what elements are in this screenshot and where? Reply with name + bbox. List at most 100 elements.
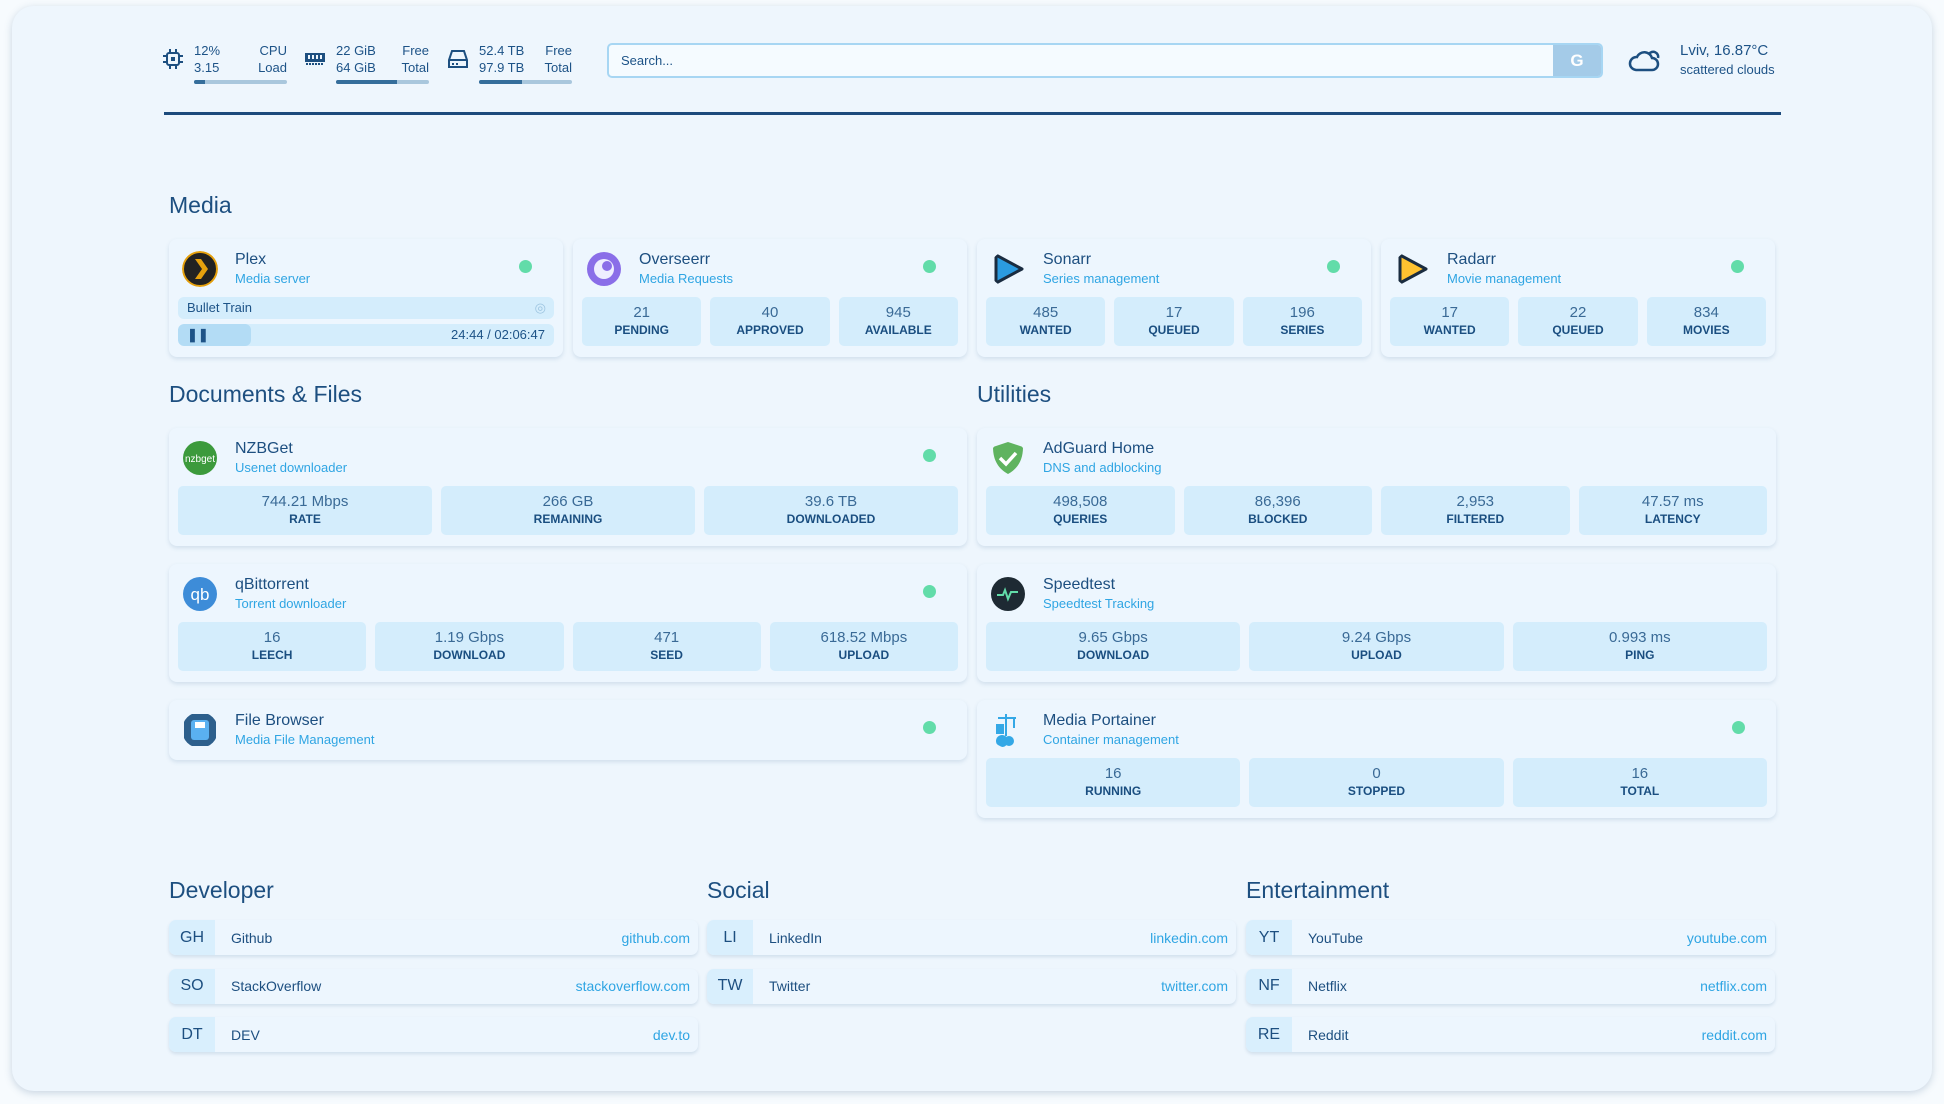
bookmark-abbr: DT [169, 1017, 215, 1052]
stat-value: 266 GB [542, 493, 594, 510]
bookmark-youtube[interactable]: YT YouTube youtube.com [1246, 920, 1775, 955]
service-subtitle: Media File Management [235, 732, 375, 747]
bookmark-github[interactable]: GH Github github.com [169, 920, 698, 955]
playback-time: 24:44 / 02:06:47 [451, 327, 545, 342]
service-card-nzbget[interactable]: nzbget NZBGet Usenet downloader 744.21 Mbps… [169, 428, 967, 546]
bookmark-name: StackOverflow [231, 978, 322, 994]
portainer-icon [996, 714, 1016, 747]
service-card-qbittorrent[interactable]: qb qBittorrent Torrent downloader 16 LEECH 1.… [169, 564, 967, 682]
stat-block: 0 STOPPED [1249, 758, 1504, 807]
status-dot [923, 449, 936, 462]
stat-value: 9.65 Gbps [1078, 629, 1148, 646]
filebrowser-icon [184, 714, 216, 746]
status-dot [1732, 721, 1745, 734]
bookmark-twitter[interactable]: TW Twitter twitter.com [707, 968, 1236, 1004]
bookmark-name: Reddit [1308, 1026, 1349, 1043]
bookmark-url[interactable]: twitter.com [1161, 978, 1228, 994]
status-dot [923, 585, 936, 598]
stat-block: 21 PENDING [582, 297, 702, 346]
svg-text:qb: qb [191, 585, 210, 604]
svg-text:nzbget: nzbget [185, 454, 215, 465]
search-input[interactable] [609, 45, 1553, 76]
stat-label: SEED [650, 648, 683, 662]
stat-label: QUERIES [1053, 512, 1108, 526]
header-divider [164, 112, 1781, 115]
google-search-button[interactable]: G [1553, 45, 1601, 76]
bookmark-url[interactable]: dev.to [652, 1026, 690, 1043]
memory-bar [336, 80, 429, 84]
bookmark-dev[interactable]: DT DEV dev.to [169, 1017, 698, 1052]
service-subtitle: Movie management [1447, 271, 1562, 286]
bookmark-netflix[interactable]: NF Netflix netflix.com [1246, 968, 1775, 1004]
cpu-icon [163, 49, 183, 69]
stat-value: 0.993 ms [1608, 629, 1671, 646]
stat-label: PENDING [614, 323, 669, 337]
service-card-radarr[interactable]: Radarr Movie management 17 WANTED 22 QUEUED 83… [1381, 239, 1775, 357]
status-dot [1327, 260, 1340, 273]
playback-progress: ❚❚ 24:44 / 02:06:47 [178, 324, 554, 346]
cpu-label: CPU [259, 43, 287, 58]
service-title: AdGuard Home [1043, 440, 1155, 457]
stat-block: 618.52 Mbps UPLOAD [769, 622, 958, 671]
section-title-media: Media [169, 192, 232, 218]
section-title-entertainment: Entertainment [1246, 877, 1390, 903]
service-card-overseerr[interactable]: Overseerr Media Requests 21 PENDING 40 APPROV… [573, 239, 967, 357]
bookmark-linkedin[interactable]: LI LinkedIn linkedin.com [707, 920, 1236, 955]
bookmark-url[interactable]: stackoverflow.com [575, 978, 690, 994]
stat-value: 485 [1033, 304, 1059, 321]
bookmark-stackoverflow[interactable]: SO StackOverflow stackoverflow.com [169, 968, 698, 1004]
sonarr-icon [994, 253, 1024, 285]
stat-label: PING [1625, 648, 1655, 662]
stat-label: QUEUED [1148, 323, 1200, 337]
bookmark-name: DEV [231, 1026, 260, 1043]
bookmark-abbr: GH [169, 920, 215, 955]
now-playing-title: Bullet Train [187, 300, 253, 315]
stat-value: 16 [1631, 765, 1649, 782]
service-card-speedtest[interactable]: Speedtest Speedtest Tracking 9.65 Gbps DOWN… [977, 564, 1776, 682]
service-title: Radarr [1447, 251, 1496, 268]
stat-value: 0 [1372, 765, 1381, 782]
stat-label: DOWNLOAD [433, 648, 506, 662]
stat-block: 47.57 ms LATENCY [1578, 486, 1767, 535]
stat-block: 744.21 Mbps RATE [178, 486, 432, 535]
service-card-plex[interactable]: Plex Media server Bullet Train ◎ ❚❚ 24:44 … [169, 239, 563, 357]
bookmark-url[interactable]: github.com [621, 929, 690, 946]
memory-free: 22 GiB [336, 43, 376, 58]
stat-value: 618.52 Mbps [820, 629, 908, 646]
service-card-file-browser[interactable]: File Browser Media File Management [169, 700, 967, 760]
service-subtitle: Torrent downloader [235, 596, 347, 611]
stats-row: 16 LEECH 1.19 Gbps DOWNLOAD 471 SEED 618.52 Mb… [178, 622, 958, 671]
bookmark-reddit[interactable]: RE Reddit reddit.com [1246, 1017, 1775, 1052]
service-card-sonarr[interactable]: Sonarr Series management 485 WANTED 17 QUEUED… [977, 239, 1371, 357]
stat-block: 471 SEED [572, 622, 761, 671]
bookmark-url[interactable]: linkedin.com [1150, 929, 1228, 946]
service-card-media-portainer[interactable]: Media Portainer Container management 16 RUN… [977, 700, 1776, 818]
bookmark-url[interactable]: youtube.com [1686, 929, 1767, 946]
stat-label: MOVIES [1682, 323, 1730, 337]
memory-widget: 22 GiB Free 64 GiB Total [304, 42, 429, 84]
stats-row: 744.21 Mbps RATE 266 GB REMAINING 39.6 TB DOW… [178, 486, 958, 535]
disk-widget: 52.4 TB Free 97.9 TB Total [447, 42, 572, 84]
stat-block: 16 LEECH [178, 622, 367, 671]
stat-block: 86,396 BLOCKED [1183, 486, 1372, 535]
cpu-usage: 12% [194, 43, 221, 58]
stats-row: 498,508 QUERIES 86,396 BLOCKED 2,953 FILTERED… [986, 486, 1767, 535]
service-card-adguard-home[interactable]: AdGuard Home DNS and adblocking 498,508 QUE… [977, 428, 1776, 546]
bookmark-abbr: RE [1246, 1017, 1292, 1052]
section-title-utilities: Utilities [977, 381, 1052, 407]
status-dot [923, 260, 936, 273]
stat-value: 39.6 TB [804, 493, 858, 510]
pause-icon[interactable]: ❚❚ [187, 327, 209, 342]
speedtest-icon [991, 577, 1025, 611]
nzbget-icon: nzbget [183, 441, 217, 475]
stat-label: TOTAL [1620, 784, 1660, 798]
disk-total: 97.9 TB [479, 60, 525, 75]
stat-label: WANTED [1019, 323, 1072, 337]
weather-condition: scattered clouds [1680, 62, 1775, 77]
bookmark-url[interactable]: reddit.com [1701, 1026, 1767, 1043]
stat-value: 9.24 Gbps [1341, 629, 1412, 646]
stat-block: 39.6 TB DOWNLOADED [704, 486, 958, 535]
cpu-widget: 12% CPU 3.15 Load [162, 42, 287, 84]
stat-value: 17 [1441, 304, 1458, 321]
bookmark-url[interactable]: netflix.com [1700, 978, 1767, 994]
